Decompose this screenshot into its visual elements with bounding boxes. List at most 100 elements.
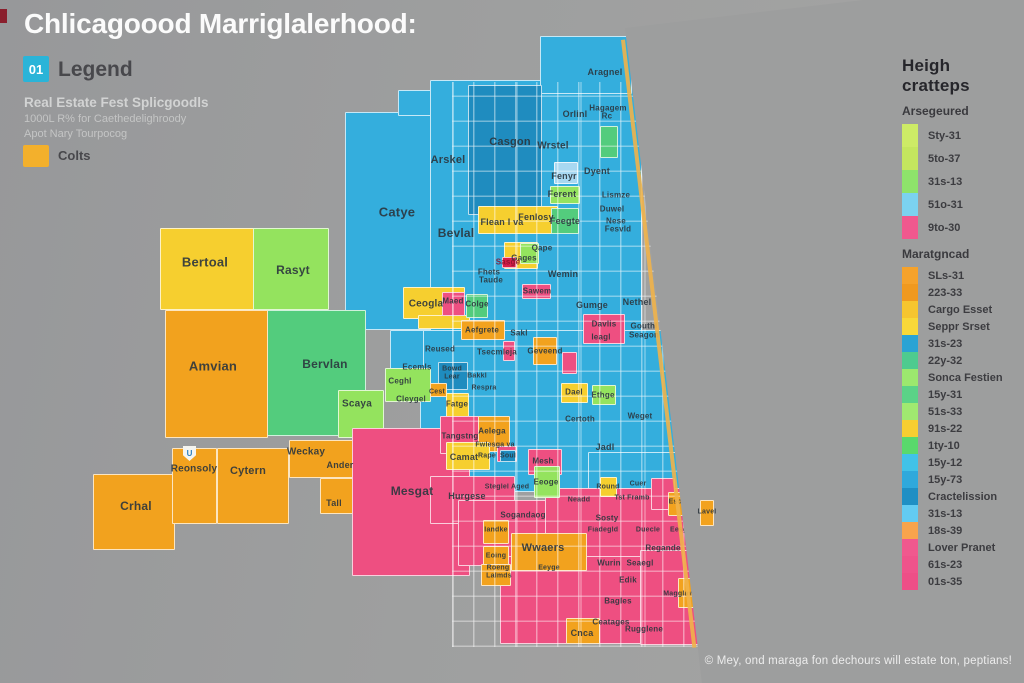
- map-region: [320, 478, 354, 514]
- map-region: [442, 292, 465, 316]
- map-region-label: Bakkl: [467, 372, 487, 380]
- map-region-label: Reused: [424, 344, 456, 354]
- map-region-label: Cest: [429, 388, 445, 396]
- legend-label: SLs-31: [928, 269, 965, 282]
- legend-swatch: [902, 216, 918, 239]
- legend-label: 31s-13: [928, 175, 963, 188]
- map-region-label: Aefgrete: [464, 325, 500, 335]
- map-region: [600, 477, 617, 497]
- map-region: [520, 243, 539, 264]
- map-region-label: Tsecmleja: [477, 347, 517, 357]
- legend-swatch: [902, 488, 918, 505]
- map-region-label: Ceghl: [388, 376, 412, 386]
- map-region-label: Seagon: [628, 330, 660, 340]
- legend-row: 51o-31: [902, 193, 1022, 216]
- map-region: [554, 162, 578, 184]
- sidebar-group-list: SLs-31 223-33 Cargo Esset Seppr Srset 31s-23…: [902, 267, 1022, 590]
- sidebar-groups: Arsegeured Sty-31 5to-37 31s-13 51o-31 9to-30…: [902, 104, 1022, 590]
- map-region: [592, 385, 616, 405]
- legend-row: 15y-31: [902, 386, 1022, 403]
- legend-swatch: [902, 403, 918, 420]
- footer-attribution: © Mey, ond maraga fon dechours will esta…: [704, 655, 1012, 667]
- map-region-label: Wurin: [597, 558, 621, 568]
- map-region-label: Lismze: [601, 190, 631, 200]
- map-region-label: Rugglene: [624, 624, 664, 634]
- legend-row: 5to-37: [902, 147, 1022, 170]
- map-region: [483, 520, 509, 544]
- map-region-label: Catye: [378, 204, 416, 220]
- map-region: [550, 186, 580, 204]
- legend-label: 31s-23: [928, 337, 963, 350]
- legend-row: 31s-13: [902, 170, 1022, 193]
- map-region-label: Soul: [500, 452, 516, 460]
- legend-row: 31s-13: [902, 505, 1022, 522]
- legend-label: Sonca Festien: [928, 371, 1003, 384]
- map-region: [502, 257, 517, 268]
- legend-swatch-label: Colts: [58, 148, 91, 163]
- map-region-label: Magglawd: [663, 590, 699, 598]
- legend-subtitle: Real Estate Fest Splicgoodls: [24, 95, 209, 110]
- map-region-label: Eoing: [485, 552, 507, 560]
- map-region-label: Edik: [619, 575, 637, 585]
- map-region-label: Cnca: [570, 628, 594, 638]
- map-region-label: Eeoge: [533, 477, 559, 487]
- map-region: [466, 294, 488, 318]
- map-region-label: Feegte: [549, 216, 581, 226]
- map-region: [172, 448, 217, 524]
- sidebar-group-list: Sty-31 5to-37 31s-13 51o-31 9to-30: [902, 124, 1022, 239]
- map-region: [165, 310, 268, 438]
- legend-label: 15y-12: [928, 456, 963, 469]
- legend-swatch: [902, 556, 918, 573]
- legend-row: Cargo Esset: [902, 301, 1022, 318]
- page-title: Chlicagoood Marriglalerhood:: [24, 8, 417, 39]
- map-region-label: Amvian: [188, 358, 238, 374]
- map-region-label: Weckay: [286, 446, 326, 458]
- map-region-label: Cleygel: [396, 394, 426, 404]
- map-region-label: Wwaers: [521, 542, 565, 554]
- map-region-label: Ceatages: [592, 617, 630, 627]
- legend-row: 223-33: [902, 284, 1022, 301]
- map-region-label: Aelega: [478, 426, 506, 436]
- legend-swatch: [902, 193, 918, 216]
- map-region-label: Fwlesga va: [475, 441, 515, 449]
- legend-label: 223-33: [928, 286, 963, 299]
- map-region-label: Lear: [444, 373, 460, 381]
- map-region-label: Colge: [465, 299, 489, 309]
- map-region-label: Ethge: [591, 390, 615, 400]
- map-region-label: Fatge: [445, 399, 469, 409]
- map-region-label: Sakl: [510, 328, 528, 338]
- map-region: [446, 442, 490, 470]
- map-region-label: Rape: [478, 452, 496, 460]
- sidebar-heading: Heigh cratteps: [902, 56, 970, 95]
- legend-swatch: [902, 437, 918, 454]
- legend-row: 15y-12: [902, 454, 1022, 471]
- map-region: [217, 448, 289, 524]
- map-region: [511, 533, 587, 571]
- map-region-label: Nethel: [622, 297, 652, 307]
- legend-row: 18s-39: [902, 522, 1022, 539]
- legend-swatch: [902, 573, 918, 590]
- map-region-label: Qape: [531, 243, 553, 253]
- map-region-label: Duwel: [599, 204, 625, 214]
- map-region: [438, 362, 468, 390]
- legend-label: 22y-32: [928, 354, 963, 367]
- map-region-label: Respra: [471, 384, 497, 392]
- map-region-label: Ceogla: [408, 298, 444, 310]
- legend-row: 91s-22: [902, 420, 1022, 437]
- map-region: [600, 126, 618, 158]
- map-region-label: Duecle: [635, 526, 661, 534]
- map-region-label: Crhal: [120, 499, 152, 513]
- map-region-label: Neadd: [567, 496, 591, 504]
- map-region-label: Regande: [645, 543, 681, 553]
- legend-swatch: [902, 386, 918, 403]
- map-region: [289, 440, 361, 478]
- legend-swatch: [902, 505, 918, 522]
- legend-row: Seppr Srset: [902, 318, 1022, 335]
- map-region-label: Rc: [601, 111, 613, 121]
- map-region-label: Casgon: [489, 136, 531, 148]
- legend-color-swatch: [23, 145, 49, 167]
- map-region-label: Sasge: [495, 257, 521, 267]
- map-region-label: Reonsoly: [170, 463, 218, 475]
- map-region-label: Fenlosy: [518, 212, 554, 222]
